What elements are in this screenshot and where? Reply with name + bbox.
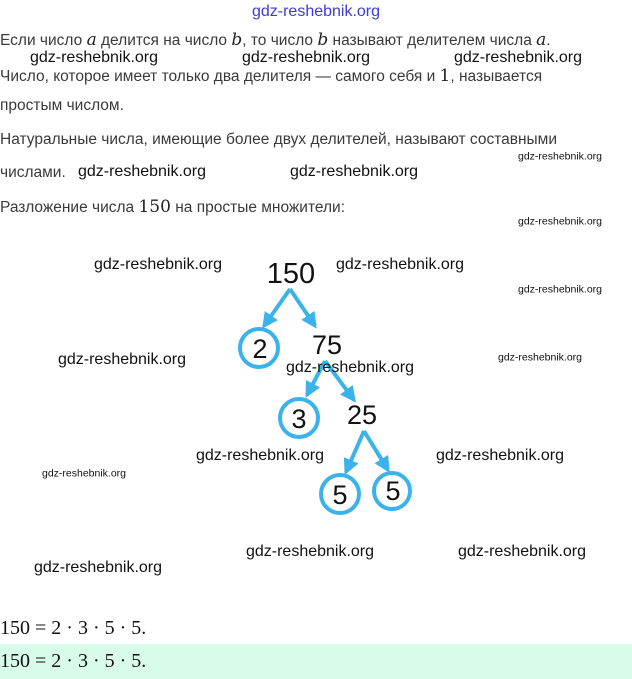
tree-node-150: 150 (267, 258, 315, 290)
definition-composite-cont: числами. (0, 164, 66, 181)
watermark: gdz-reshebnik.org (497, 351, 583, 364)
arrow (288, 287, 317, 329)
watermark: gdz-reshebnik.org (77, 163, 207, 180)
math-var: b (231, 30, 243, 50)
factorization-intro: Разложение числа 150 на простые множител… (0, 198, 345, 217)
arrow (305, 360, 327, 398)
definition-prime-cont: простым числом. (0, 97, 124, 114)
text-part: Число, которое имеет только два делителя… (0, 68, 440, 85)
math-var: b (317, 30, 329, 50)
prime-circle (238, 327, 280, 369)
text-part: , то число (242, 32, 318, 49)
tree-node-75: 75 (312, 330, 342, 360)
watermark: gdz-reshebnik.org (29, 49, 159, 66)
tree-prime-2: 2 (252, 334, 267, 364)
text-part: Разложение числа (0, 199, 139, 216)
watermark: gdz-reshebnik.org (457, 543, 587, 560)
text-part: , называется (450, 68, 543, 85)
arrow (262, 287, 292, 329)
watermark: gdz-reshebnik.org (245, 543, 375, 560)
site-header-link[interactable]: gdz-reshebnik.org (251, 3, 381, 20)
tree-prime-5: 5 (385, 476, 400, 506)
math-num: 1 (439, 66, 451, 86)
tree-prime-3: 3 (291, 404, 306, 434)
text-part: называют делителем числа (328, 32, 537, 49)
text-part: Если число (0, 32, 87, 49)
factorization-result: 150 = 2 · 3 · 5 · 5. (0, 617, 147, 639)
prime-circle (278, 397, 320, 439)
text-part: . (546, 32, 551, 49)
watermark: gdz-reshebnik.org (517, 150, 603, 163)
watermark: gdz-reshebnik.org (517, 283, 603, 296)
math-num: 150 (138, 197, 171, 217)
text-part: на простые множители: (170, 199, 345, 216)
watermark: gdz-reshebnik.org (57, 351, 187, 368)
watermark: gdz-reshebnik.org (517, 215, 603, 228)
definition-divisor: Если число a делится на число b, то числ… (0, 31, 551, 50)
definition-composite: Натуральные числа, имеющие более двух де… (0, 131, 557, 148)
prime-circle (372, 471, 412, 511)
watermark: gdz-reshebnik.org (195, 447, 325, 464)
math-var: a (536, 30, 547, 50)
watermark: gdz-reshebnik.org (285, 359, 415, 376)
tree-node-25: 25 (347, 400, 377, 430)
watermark: gdz-reshebnik.org (241, 49, 371, 66)
watermark: gdz-reshebnik.org (289, 163, 419, 180)
answer-box: 150 = 2 · 3 · 5 · 5. (0, 644, 632, 679)
arrow (362, 429, 390, 473)
watermark: gdz-reshebnik.org (93, 256, 223, 273)
tree-prime-5: 5 (332, 480, 347, 510)
answer-equation: 150 = 2 · 3 · 5 · 5. (0, 650, 147, 672)
watermark: gdz-reshebnik.org (41, 467, 127, 480)
prime-circle (319, 473, 361, 515)
watermark: gdz-reshebnik.org (435, 447, 565, 464)
text-part: делится на число (96, 32, 232, 49)
definition-prime: Число, которое имеет только два делителя… (0, 67, 542, 86)
watermark: gdz-reshebnik.org (453, 49, 583, 66)
math-var: a (86, 30, 97, 50)
watermark: gdz-reshebnik.org (335, 256, 465, 273)
arrow (323, 359, 356, 403)
watermark: gdz-reshebnik.org (33, 559, 163, 576)
arrow (343, 430, 366, 475)
